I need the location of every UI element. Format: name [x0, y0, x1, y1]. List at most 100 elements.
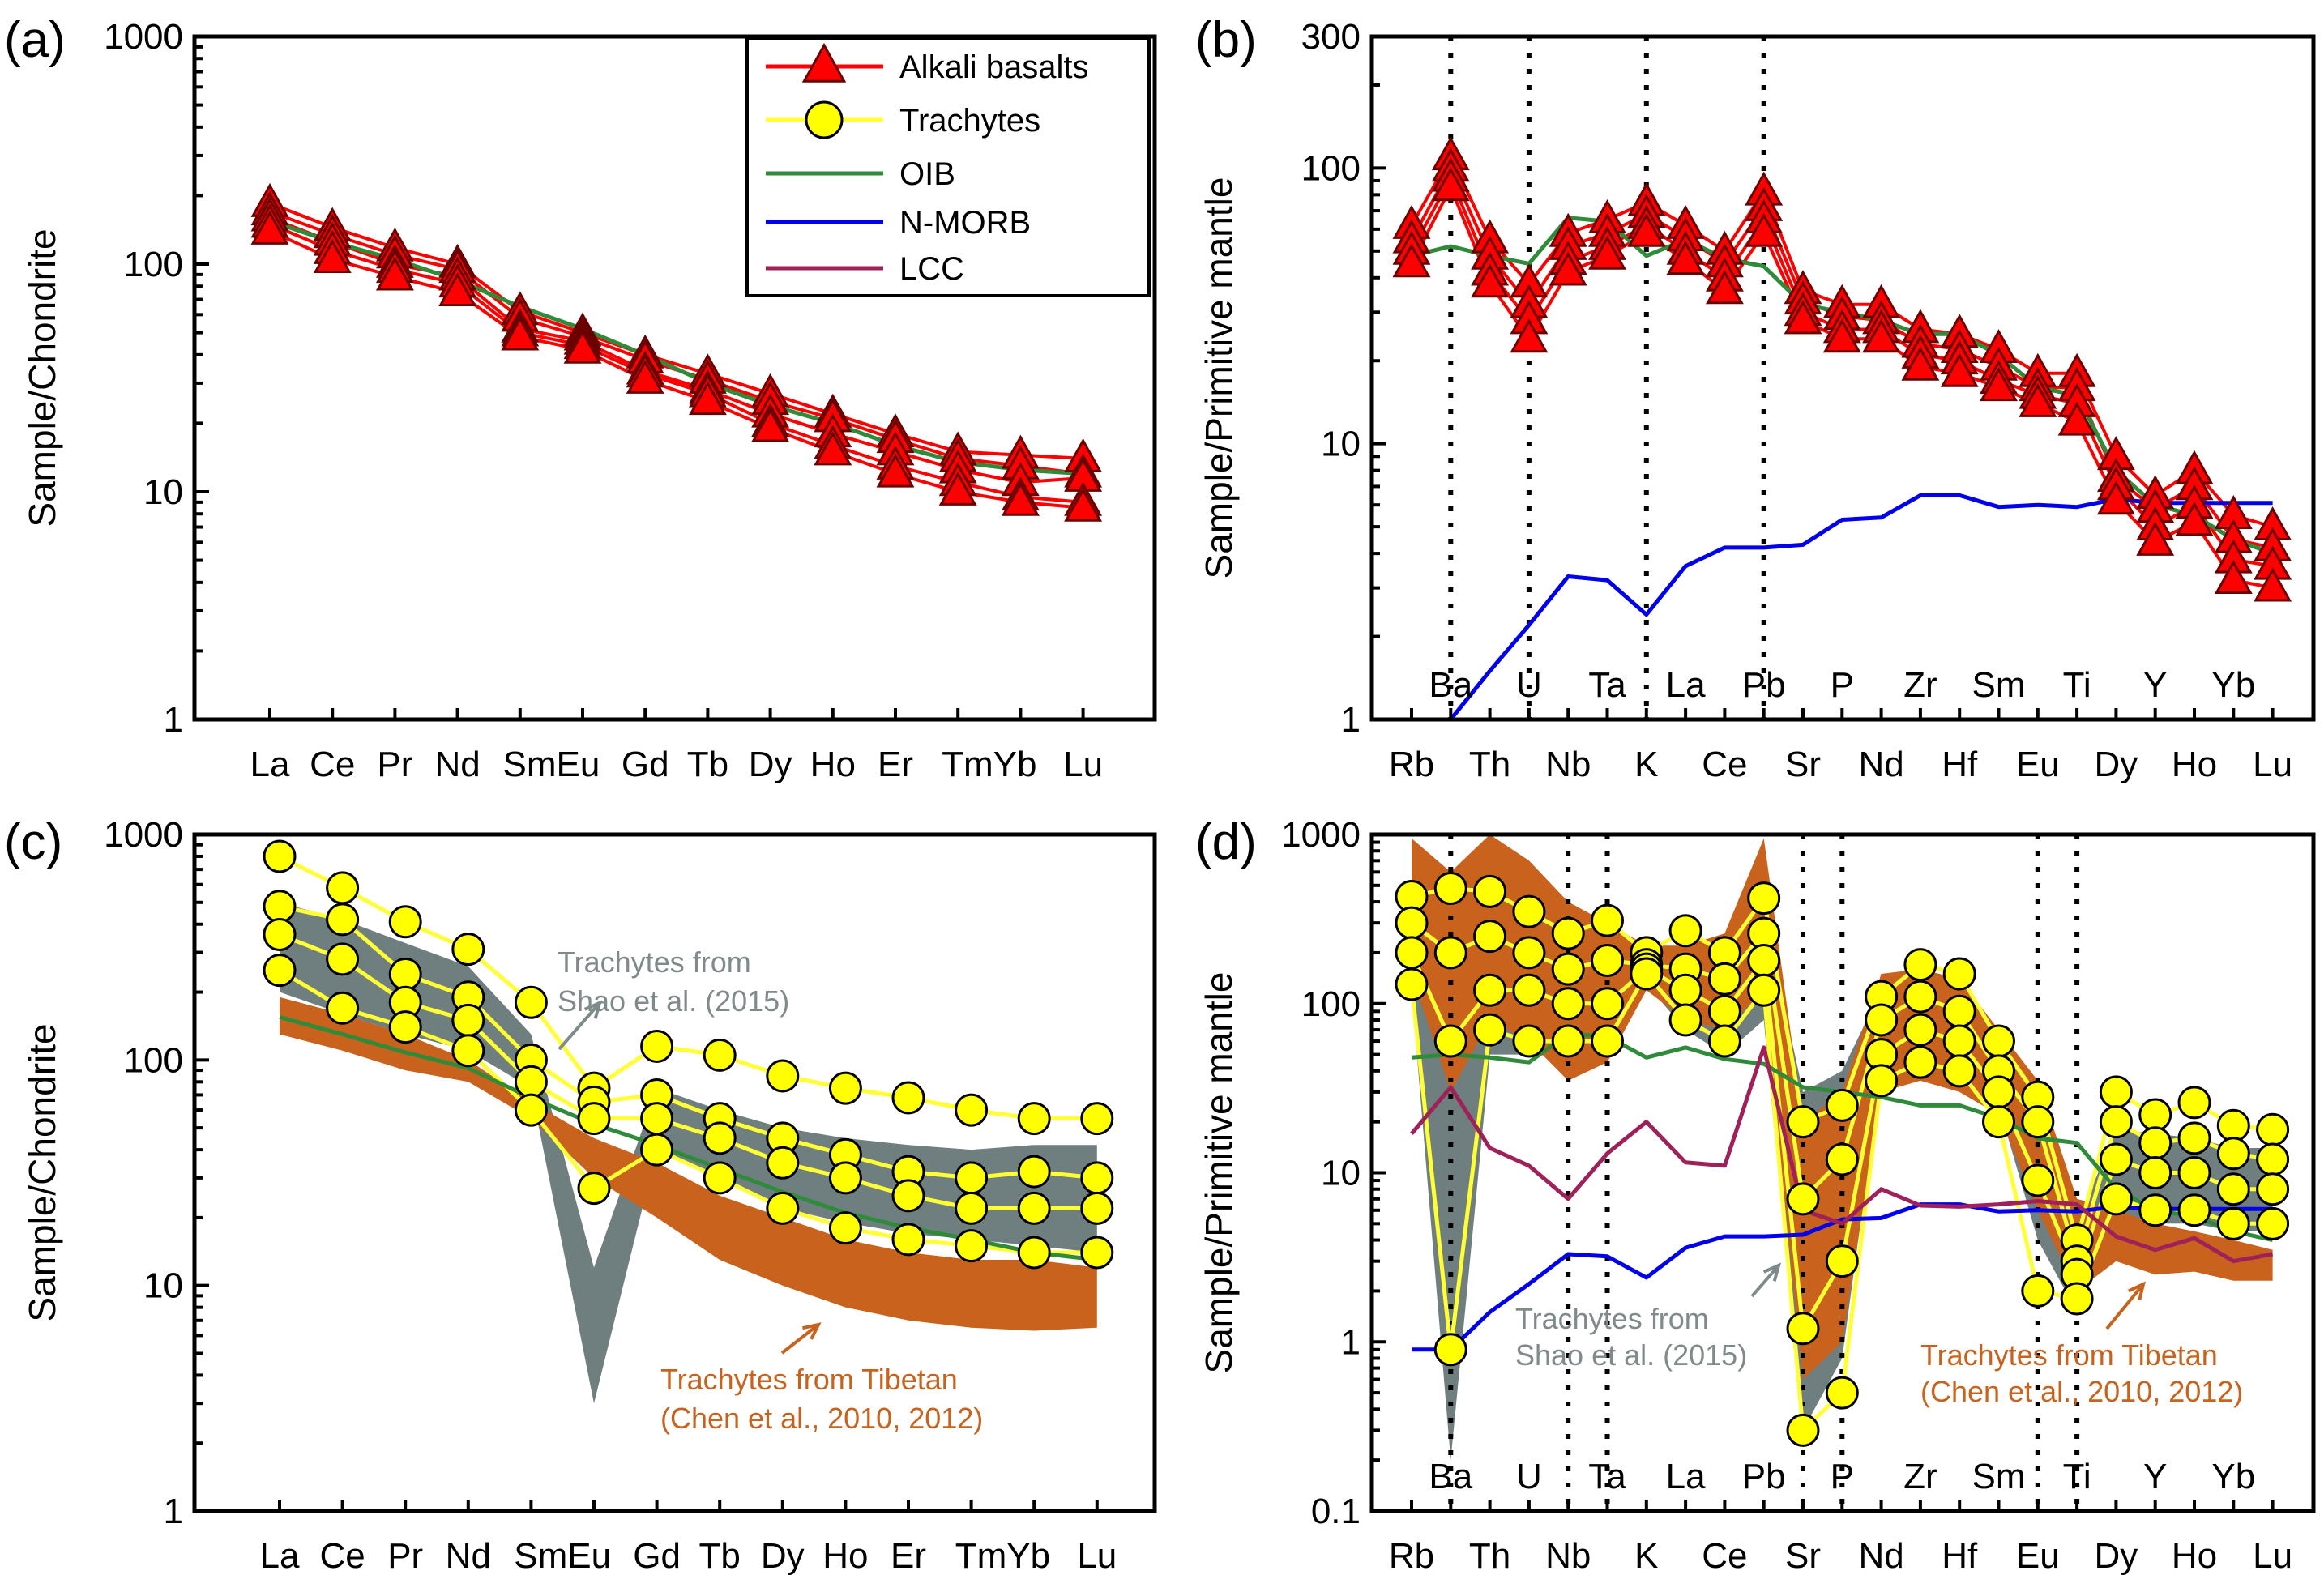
- x-category-label: Yb: [2211, 665, 2255, 705]
- x-category-label: Nb: [1545, 1536, 1591, 1576]
- trachyte-point-0-zr: [1903, 948, 1937, 982]
- trachyte-point-3-y: [2138, 1193, 2172, 1227]
- trachyte-point-1-tm: [955, 1161, 989, 1195]
- trachyte-point-1-la: [263, 890, 297, 924]
- x-category-label: Er: [878, 745, 913, 784]
- alkali-point-3-zr: [1901, 346, 1940, 381]
- x-category-label: Nb: [1545, 745, 1591, 784]
- plot-area: [263, 839, 1114, 1404]
- trachyte-point-1-pr: [388, 958, 422, 992]
- trachyte-point-3-k: [1630, 957, 1664, 991]
- trachyte-point-2-eu: [577, 1102, 611, 1136]
- annotation-tibet: (Chen et al., 2010, 2012): [660, 1402, 983, 1435]
- trachyte-point-0-tb: [703, 1038, 737, 1072]
- trachyte-point-0-y: [2138, 1098, 2172, 1132]
- trachyte-point-2-u: [1512, 973, 1546, 1007]
- x-category-label: Ho: [822, 1536, 868, 1576]
- alkali-point-4-gd: [626, 359, 664, 394]
- alkali-point-3-nb: [1549, 251, 1587, 286]
- x-category-label: U: [1516, 665, 1542, 705]
- x-category-label: Ta: [1588, 1457, 1626, 1496]
- trachyte-point-1-y: [2138, 1126, 2172, 1160]
- lcc-series-line-6: [1410, 1045, 2274, 1264]
- trachyte-point-3-yb: [1017, 1236, 1051, 1270]
- trachyte-point-2-eu: [2021, 1163, 2055, 1197]
- x-category-label: Eu: [2016, 1536, 2060, 1576]
- legend-lcc-label: LCC: [899, 251, 964, 287]
- trachyte-point-3-pr: [388, 1010, 422, 1044]
- panel-label: (d): [1195, 814, 1257, 870]
- trachyte-point-2-yb: [1017, 1191, 1051, 1225]
- x-category-label: Zr: [1903, 665, 1937, 705]
- plot-area: [1395, 834, 2290, 1511]
- x-category-label: Ce: [1702, 745, 1747, 784]
- trachyte-point-2-y: [2138, 1156, 2172, 1189]
- trachyte-point-2-hf: [1942, 1024, 1976, 1058]
- trachyte-point-3-pb: [1747, 973, 1781, 1007]
- alkali-point-4-ho: [814, 431, 852, 466]
- x-category-label: Tb: [687, 745, 728, 784]
- panel-c: 1 10 100 1000 Sample/Chondrite (c) La Ce Pr Nd SmE…: [4, 814, 1157, 1576]
- y-axis-title: Sample/Primitive mantle: [1198, 972, 1240, 1374]
- x-category-label: Nd: [434, 745, 480, 784]
- panel-b: 1 10 100 300 Sample/Primitive mantle (b) Rb Ba T…: [1195, 12, 2316, 784]
- trachyte-point-3-tb: [703, 1161, 737, 1195]
- x-category-label: Dy: [761, 1536, 805, 1576]
- trachyte-point-1-ce: [326, 903, 360, 937]
- trachyte-point-3-u: [1512, 1024, 1546, 1058]
- trachyte-point-3-la: [263, 954, 297, 988]
- x-category-label: Ho: [2172, 1536, 2217, 1576]
- x-category-label: Pr: [387, 1536, 423, 1576]
- trachyte-point-0-tm: [955, 1093, 989, 1127]
- alkali-point-3-la: [1666, 241, 1705, 275]
- alkali-point-3-yb: [2214, 560, 2253, 594]
- x-category-label: Th: [1469, 1536, 1510, 1576]
- trachyte-point-3-ti: [2060, 1282, 2094, 1316]
- alkali-point-3-th: [1471, 263, 1510, 298]
- trachyte-point-3-la: [1668, 1003, 1702, 1037]
- x-category-label: Lu: [2253, 1536, 2292, 1576]
- y-tick-label: 100: [1301, 148, 1361, 188]
- trachyte-point-0-pb: [1747, 881, 1781, 916]
- alkali-point-3-rb: [1392, 243, 1431, 278]
- y-tick-label: 300: [1301, 17, 1361, 57]
- x-category-label: Yb: [2211, 1457, 2255, 1496]
- x-category-label: Rb: [1389, 745, 1434, 784]
- alkali-point-3-y: [2136, 521, 2175, 556]
- x-category-label: Ta: [1588, 665, 1626, 705]
- alkali-point-3-sm: [1980, 367, 2018, 402]
- x-category-label: Y: [2143, 665, 2167, 705]
- trachyte-point-0-ta: [1591, 903, 1624, 937]
- alkali-point-4-dy: [751, 408, 790, 442]
- trachyte-point-1-ce: [1707, 962, 1741, 996]
- legend-nmorb-label: N-MORB: [899, 205, 1031, 241]
- trachyte-point-3-rb: [1395, 967, 1429, 1001]
- trachyte-point-3-p: [1825, 1376, 1859, 1410]
- x-category-label: SmEu: [514, 1536, 611, 1576]
- y-tick-label: 1: [164, 700, 183, 740]
- trachyte-point-1-hf: [1942, 994, 1976, 1028]
- alkali-point-4-tb: [688, 381, 727, 416]
- trachyte-point-2-p: [1825, 1244, 1859, 1278]
- x-category-label: Gd: [622, 745, 669, 784]
- x-category-label: Dy: [2095, 1536, 2138, 1576]
- panel-label: (a): [4, 12, 66, 68]
- tibet-field-band: [280, 997, 1097, 1331]
- alkali-point-3-dy: [2096, 480, 2135, 515]
- trachyte-point-3-dy: [766, 1191, 800, 1225]
- trachyte-point-0-sr: [1786, 1105, 1820, 1139]
- trachyte-point-2-dy: [2099, 1142, 2133, 1176]
- alkali-point-4-pr: [375, 256, 414, 291]
- x-category-label: Rb: [1389, 1536, 1434, 1576]
- trachyte-point-1-ba: [1433, 936, 1467, 970]
- alkali-point-4-lu: [1064, 487, 1103, 522]
- trachyte-point-3-nb: [1551, 1024, 1585, 1058]
- trachyte-point-3-ta: [1591, 1024, 1624, 1058]
- trachyte-point-1-sr: [1786, 1182, 1820, 1216]
- alkali-point-3-p: [1822, 318, 1861, 353]
- trachyte-point-0-ho: [2177, 1086, 2211, 1120]
- trachyte-point-0-nb: [1551, 916, 1585, 950]
- trachyte-point-3-ho: [2177, 1193, 2211, 1227]
- alkali-point-3-nd: [1862, 318, 1901, 353]
- trachyte-point-0-sm: [514, 985, 548, 1019]
